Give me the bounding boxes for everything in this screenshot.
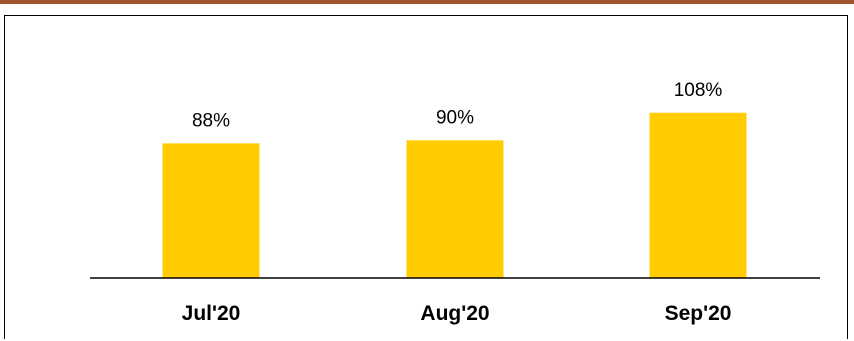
bars-group	[162, 112, 747, 278]
data-label-0: 88%	[192, 110, 230, 131]
bar-1	[406, 140, 504, 278]
top-accent-bar	[0, 0, 854, 4]
category-labels-group: Jul'20 Aug'20 Sep'20	[182, 302, 732, 325]
data-labels-group: 88% 90% 108%	[192, 80, 722, 132]
data-label-1: 90%	[436, 107, 474, 128]
category-label-0: Jul'20	[182, 302, 241, 325]
bar-0	[162, 143, 260, 278]
data-label-2: 108%	[674, 80, 723, 101]
bar-2	[649, 112, 747, 278]
category-label-1: Aug'20	[420, 302, 489, 325]
category-label-2: Sep'20	[665, 302, 732, 325]
